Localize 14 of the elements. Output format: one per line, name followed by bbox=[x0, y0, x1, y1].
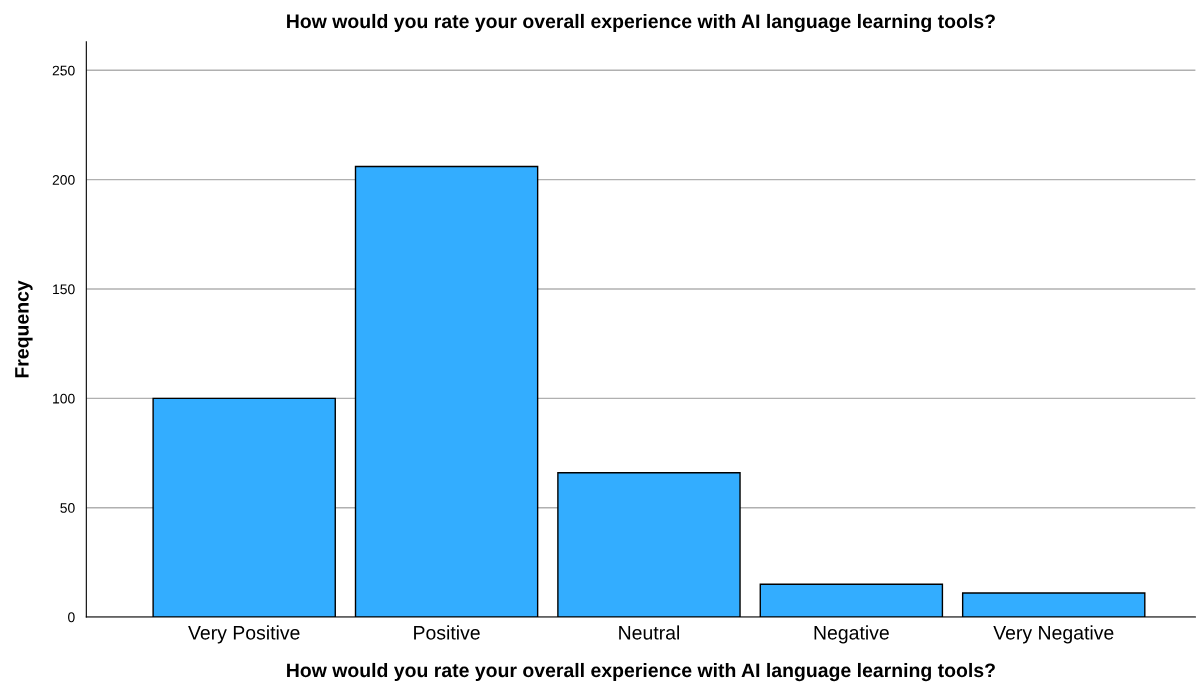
x-axis-title: How would you rate your overall experience with AI language learning tools? bbox=[287, 662, 995, 682]
x-tick-label: Neutral bbox=[619, 625, 679, 640]
y-tick-label: 0 bbox=[68, 612, 75, 623]
x-tick-label: Very Negative bbox=[993, 625, 1114, 644]
y-tick-label: 50 bbox=[60, 503, 75, 513]
x-tick-label: Negative bbox=[814, 625, 889, 644]
y-axis-title: Frequency bbox=[15, 280, 33, 378]
y-tick-label: 150 bbox=[53, 284, 75, 295]
x-tick-label: Very Positive bbox=[188, 625, 300, 644]
x-tick-label: Positive bbox=[414, 625, 480, 640]
chart-title: How would you rate your overall experience with AI language learning tools? bbox=[287, 13, 995, 33]
y-tick-label: 200 bbox=[52, 174, 75, 185]
y-tick-label: 100 bbox=[53, 393, 75, 404]
y-tick-label: 250 bbox=[52, 65, 75, 76]
